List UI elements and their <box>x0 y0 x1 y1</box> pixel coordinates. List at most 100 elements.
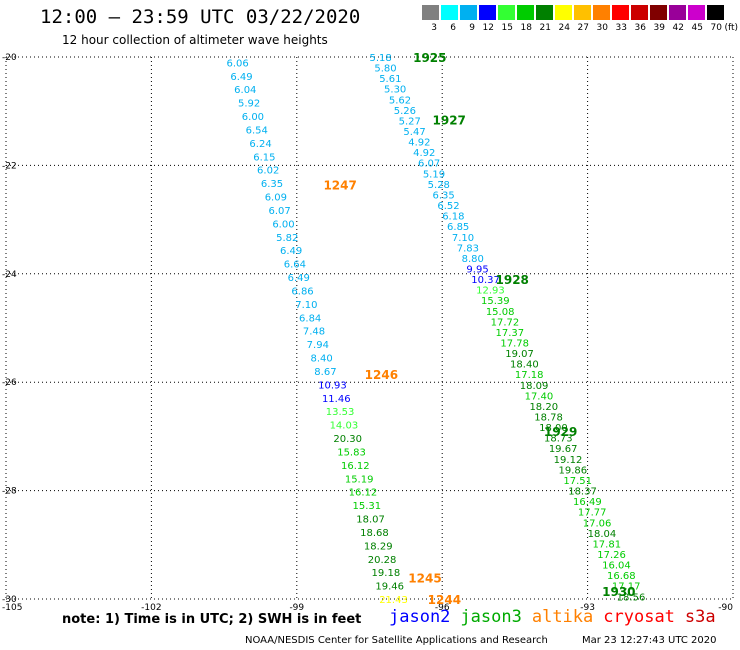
wave-height-value: 5.61 <box>379 74 401 85</box>
pass-time-label: 1929 <box>544 425 577 439</box>
wave-height-value: 16.12 <box>349 488 378 499</box>
wave-height-value: 6.86 <box>291 286 313 297</box>
wave-height-value: 18.20 <box>529 402 558 413</box>
wave-height-value: 17.18 <box>515 370 544 381</box>
legend-bin-label: 15 <box>501 23 513 33</box>
legend-swatch <box>650 5 667 20</box>
wave-height-value: 5.19 <box>423 169 445 180</box>
legend-swatch <box>422 5 439 20</box>
legend-bin-label: 33 <box>615 23 627 33</box>
legend-bin-label: 70 <box>710 23 722 33</box>
pass-time-label: 1928 <box>496 273 529 287</box>
wave-height-value: 20.30 <box>333 434 362 445</box>
legend-bin-label: 45 <box>691 23 703 33</box>
wave-height-value: 8.40 <box>310 354 332 365</box>
wave-height-value: 6.49 <box>280 246 302 257</box>
wave-height-value: 5.30 <box>384 85 406 96</box>
legend-bin-label: 3 <box>431 23 437 33</box>
lat-tick-label: -24 <box>2 270 17 280</box>
wave-height-value: 13.53 <box>326 407 355 418</box>
wave-height-value: 4.92 <box>413 148 435 159</box>
wave-height-value: 6.35 <box>433 190 455 201</box>
satellite-name: jason2 <box>389 607 451 627</box>
legend-swatch <box>631 5 648 20</box>
wave-height-value: 18.40 <box>510 360 539 371</box>
wave-height-value: 14.03 <box>330 421 359 432</box>
wave-height-values: 6.06 6.49 6.04 5.92 6.00 6.54 6.24 6.15 6.02 6.35… <box>227 53 646 606</box>
wave-height-value: 6.49 <box>288 273 310 284</box>
generation-timestamp: Mar 23 12:27:43 UTC 2020 <box>582 635 717 646</box>
legend-swatch <box>517 5 534 20</box>
lat-tick-label: -20 <box>2 53 17 63</box>
satellite-name: s3a <box>684 607 716 627</box>
legend-bin-label: 12 <box>482 23 494 33</box>
pass-time-labels: 1925 1927 1928 1929 1930 1247 1246 1245 1244 <box>323 51 635 607</box>
legend-unit: (ft) <box>724 23 738 33</box>
legend-swatch <box>707 5 724 20</box>
wave-height-value: 17.72 <box>491 317 520 328</box>
wave-height-value: 5.18 <box>370 53 392 64</box>
wave-height-value: 6.35 <box>261 179 283 190</box>
wave-height-value: 17.26 <box>597 550 626 561</box>
legend-swatch <box>688 5 705 20</box>
wave-height-value: 18.56 <box>617 592 646 603</box>
lon-tick-label: -105 <box>2 603 22 613</box>
legend-swatch <box>479 5 496 20</box>
wave-height-value: 7.48 <box>303 327 325 338</box>
wave-height-value: 15.39 <box>481 296 510 307</box>
wave-height-value: 17.77 <box>578 508 607 519</box>
legend-bin-label: 21 <box>539 23 551 33</box>
wave-height-value: 19.07 <box>505 349 534 360</box>
map-title: 12:00 – 23:59 UTC 03/22/2020 <box>40 6 361 28</box>
wave-height-value: 16.68 <box>607 571 636 582</box>
wave-height-value: 9.95 <box>466 264 488 275</box>
wave-height-value: 19.67 <box>549 444 578 455</box>
wave-height-value: 15.19 <box>345 474 374 485</box>
wave-height-value: 5.47 <box>403 127 425 138</box>
wave-height-value: 17.17 <box>612 582 641 593</box>
lat-tick-label: -28 <box>2 487 17 497</box>
lat-tick-label: -26 <box>2 378 17 388</box>
wave-height-value: 10.93 <box>318 380 347 391</box>
legend-swatch <box>669 5 686 20</box>
wave-height-value: 6.84 <box>299 313 321 324</box>
wave-height-value: 6.00 <box>272 219 294 230</box>
wave-height-value: 18.78 <box>534 413 563 424</box>
legend-bin-label: 18 <box>520 23 532 33</box>
legend-swatch <box>555 5 572 20</box>
wave-height-value: 16.04 <box>602 561 631 572</box>
wave-height-value: 6.18 <box>442 212 464 223</box>
wave-height-value: 19.86 <box>559 465 588 476</box>
wave-height-value: 10.37 <box>471 275 500 286</box>
pass-time-label: 1927 <box>433 113 466 127</box>
wave-height-value: 7.10 <box>452 233 474 244</box>
wave-height-value: 6.15 <box>253 152 275 163</box>
wave-height-value: 7.94 <box>307 340 329 351</box>
wave-height-value: 6.00 <box>242 112 264 123</box>
legend-bin-label: 27 <box>577 23 589 33</box>
credit-line: NOAA/NESDIS Center for Satellite Applica… <box>245 635 548 646</box>
wave-height-value: 6.54 <box>246 125 268 136</box>
wave-height-value: 6.49 <box>230 72 252 83</box>
wave-height-value: 5.28 <box>428 180 450 191</box>
wave-height-value: 17.78 <box>500 339 529 350</box>
wave-height-value: 18.04 <box>588 529 617 540</box>
wave-height-value: 8.80 <box>462 254 484 265</box>
lon-tick-label: -93 <box>580 603 595 613</box>
wave-height-value: 6.09 <box>265 193 287 204</box>
lon-tick-label: -96 <box>435 603 450 613</box>
wave-height-value: 5.80 <box>374 64 396 75</box>
legend-bin-label: 42 <box>672 23 684 33</box>
wave-height-value: 6.07 <box>418 159 440 170</box>
wave-height-value: 17.37 <box>496 328 525 339</box>
lon-tick-label: -99 <box>289 603 304 613</box>
wave-height-value: 5.62 <box>389 95 411 106</box>
wave-height-value: 19.18 <box>372 568 401 579</box>
pass-time-label: 1246 <box>365 368 398 382</box>
wave-height-value: 6.02 <box>257 166 279 177</box>
wave-height-value: 18.73 <box>544 434 573 445</box>
wave-height-value: 18.00 <box>539 423 568 434</box>
wave-height-value: 4.92 <box>408 138 430 149</box>
legend-swatch <box>574 5 591 20</box>
